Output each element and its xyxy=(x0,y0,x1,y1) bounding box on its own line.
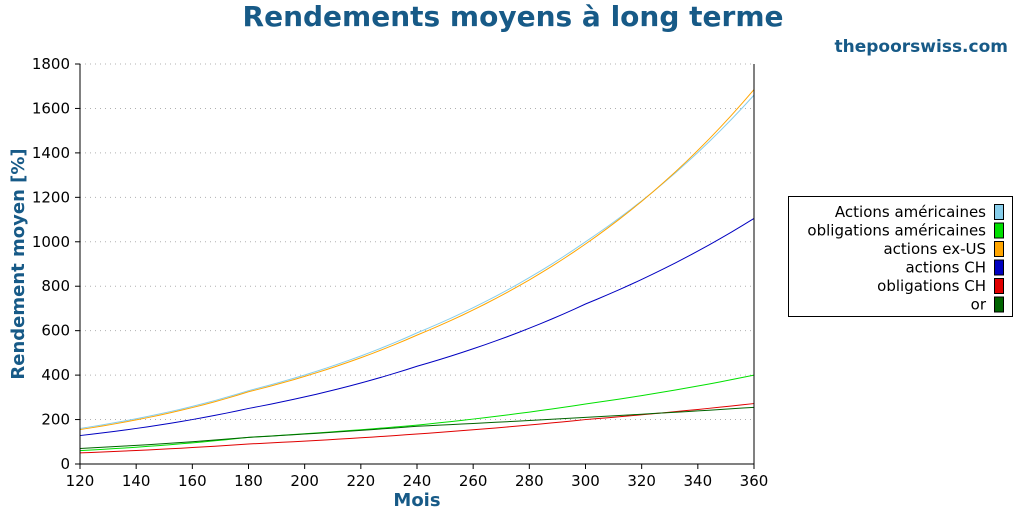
legend-swatch xyxy=(994,222,1004,239)
legend-label: or xyxy=(971,296,987,314)
y-tick-label: 800 xyxy=(41,277,70,295)
series-line-0 xyxy=(79,94,755,429)
x-tick-label: 120 xyxy=(66,472,95,490)
x-axis-label: Mois xyxy=(393,490,440,511)
site-label: thepoorswiss.com xyxy=(835,37,1009,57)
x-tick-label: 140 xyxy=(122,472,151,490)
series-line-4 xyxy=(79,403,755,454)
legend-swatch xyxy=(994,241,1004,257)
x-tick-label: 260 xyxy=(459,472,488,490)
legend-label: obligations américaines xyxy=(807,222,986,240)
y-tick-label: 600 xyxy=(41,322,70,340)
x-tick-label: 340 xyxy=(684,472,713,490)
x-tick-label: 220 xyxy=(347,472,376,490)
legend-label: actions CH xyxy=(905,259,986,277)
legend-box xyxy=(788,196,1013,317)
x-tick-label: 360 xyxy=(740,472,769,490)
series-line-2 xyxy=(79,89,755,431)
legend-label: Actions américaines xyxy=(835,203,986,221)
series-line-1 xyxy=(79,374,755,452)
y-tick-label: 1800 xyxy=(32,55,70,73)
x-tick-label: 240 xyxy=(403,472,432,490)
chart-title: Rendements moyens à long terme xyxy=(243,0,784,33)
y-tick-label: 1000 xyxy=(32,233,70,251)
y-tick-label: 0 xyxy=(60,455,70,473)
x-tick-label: 160 xyxy=(178,472,207,490)
series-lines xyxy=(79,89,755,454)
y-tick-label: 400 xyxy=(41,366,70,384)
y-tick-labels: 0 200 400 600 800 1000 1200 1400 1600 1800 xyxy=(32,55,70,473)
axes xyxy=(75,63,755,469)
series-line-5 xyxy=(79,406,755,449)
legend-label: obligations CH xyxy=(877,277,986,295)
x-tick-label: 280 xyxy=(515,472,544,490)
y-axis-label: Rendement moyen [%] xyxy=(8,148,29,379)
y-tick-label: 1200 xyxy=(32,188,70,206)
y-tick-label: 1600 xyxy=(32,99,70,117)
legend-swatch xyxy=(994,278,1004,294)
x-tick-labels: 120 140 160 180 200 220 240 260 280 300 320 340 360 xyxy=(66,472,769,490)
series-line-3 xyxy=(79,218,755,437)
y-tick-label: 1400 xyxy=(32,144,70,162)
legend-label: actions ex-US xyxy=(883,240,986,258)
legend-swatch xyxy=(994,296,1004,313)
y-tick-label: 200 xyxy=(41,411,70,429)
x-tick-label: 200 xyxy=(290,472,319,490)
legend-swatch xyxy=(994,259,1004,276)
x-tick-label: 320 xyxy=(627,472,656,490)
x-tick-label: 180 xyxy=(234,472,263,490)
x-tick-label: 300 xyxy=(571,472,600,490)
legend-swatch xyxy=(994,204,1004,220)
